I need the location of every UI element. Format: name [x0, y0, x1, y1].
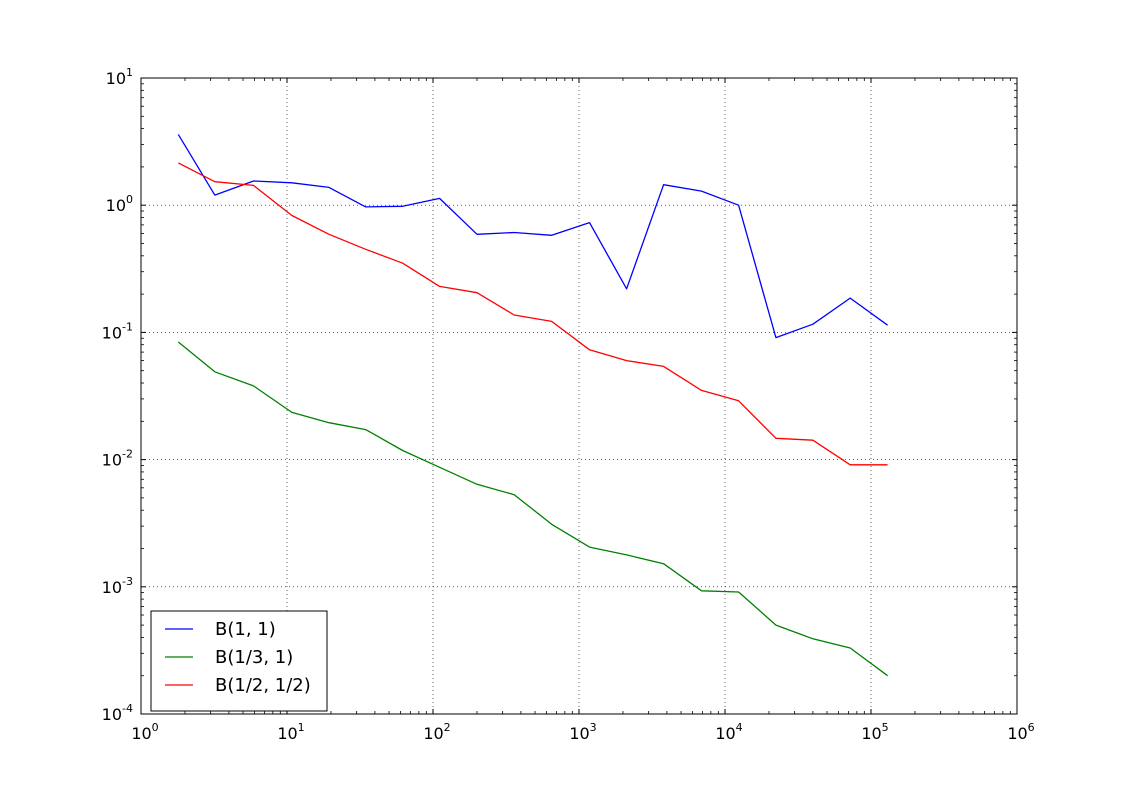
y-tick-exponent: -1	[122, 320, 133, 333]
y-tick-base: 10	[102, 705, 122, 724]
y-tick-exponent: -4	[122, 702, 133, 715]
y-tick-label: 101	[106, 66, 133, 88]
x-tick-exponent: 0	[152, 721, 159, 734]
x-tick-exponent: 2	[444, 721, 451, 734]
x-tick-exponent: 1	[298, 721, 305, 734]
y-tick-base: 10	[106, 69, 126, 88]
y-tick-base: 10	[102, 451, 122, 470]
y-tick-exponent: 0	[126, 193, 133, 206]
data-series	[177, 134, 888, 677]
series-line-1	[177, 134, 888, 339]
x-tick-label: 103	[569, 721, 596, 743]
y-tick-label: 10-2	[102, 448, 133, 470]
y-tick-label: 10-4	[102, 702, 133, 724]
y-tick-exponent: 1	[126, 66, 133, 79]
legend-box	[150, 610, 328, 712]
x-tick-label: 104	[715, 721, 742, 743]
y-tick-base: 10	[102, 578, 122, 597]
x-tick-base: 10	[715, 724, 735, 743]
legend: B(1, 1) B(1/3, 1) B(1/2, 1/2)	[150, 610, 328, 712]
y-tick-label: 10-1	[102, 320, 133, 342]
x-tick-base: 10	[277, 724, 297, 743]
x-tick-exponent: 4	[736, 721, 743, 734]
x-tick-label: 101	[277, 721, 304, 743]
x-tick-exponent: 5	[882, 721, 889, 734]
plot-background	[141, 78, 1017, 714]
x-tick-base: 10	[569, 724, 589, 743]
x-tick-exponent: 3	[590, 721, 597, 734]
x-tick-label: 105	[861, 721, 888, 743]
y-tick-base: 10	[102, 323, 122, 342]
x-tick-label: 102	[423, 721, 450, 743]
series-line-2	[177, 341, 888, 677]
legend-label: B(1, 1)	[215, 619, 276, 640]
legend-label: B(1/3, 1)	[215, 647, 293, 668]
x-tick-label: 100	[131, 721, 158, 743]
x-tick-base: 10	[131, 724, 151, 743]
axis-ticks	[140, 77, 1018, 715]
y-tick-label: 100	[106, 193, 133, 215]
legend-label: B(1/2, 1/2)	[215, 675, 311, 696]
y-tick-exponent: -2	[122, 448, 133, 461]
y-tick-base: 10	[106, 196, 126, 215]
x-tick-exponent: 6	[1028, 721, 1035, 734]
x-axis-tick-labels: 100 101 102 103 104 105 106	[131, 721, 1034, 743]
y-tick-label: 10-3	[102, 575, 133, 597]
x-tick-label: 106	[1007, 721, 1034, 743]
y-tick-exponent: -3	[122, 575, 133, 588]
x-tick-base: 10	[423, 724, 443, 743]
x-tick-base: 10	[1007, 724, 1027, 743]
series-line-3	[178, 162, 888, 466]
x-tick-base: 10	[861, 724, 881, 743]
